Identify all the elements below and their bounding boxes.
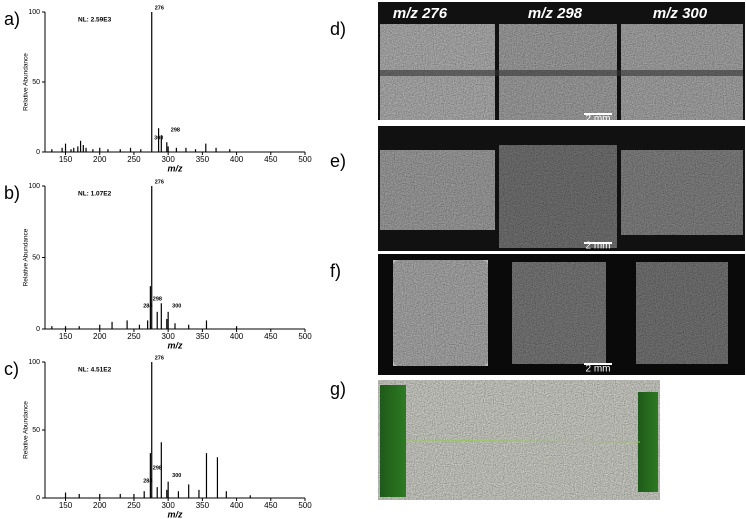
scale-label: 2 mm [586,364,611,375]
y-tick-label: 50 [32,79,40,86]
panel-e: 2 mm e) [330,126,745,252]
panel-label: b) [4,183,20,203]
y-tick-label: 50 [32,254,40,261]
spectrum-chart: 0 50 100 150 200 250 300 350 400 450 500 276 284 300 2… [4,179,312,350]
panel-label: c) [4,359,19,379]
x-tick-label: 400 [230,155,244,164]
panel-label: g) [330,379,346,399]
x-tick-label: 150 [59,155,73,164]
x-tick-label: 350 [196,155,210,164]
y-axis-label: Relative Abundance [23,53,30,111]
scale-label: 2 mm [586,241,611,252]
x-axis-label: m/z [167,509,183,519]
x-tick-label: 300 [161,332,175,341]
peak-label: 300 [172,473,181,479]
spectrum-chart: 0 50 100 150 200 250 300 350 400 450 500 276 300 298 a… [4,5,312,173]
x-tick-label: 200 [93,332,107,341]
x-tick-label: 200 [93,501,107,510]
x-tick-label: 300 [161,501,175,510]
stripe [380,70,743,76]
peak-label: 276 [155,179,164,185]
peak-label: 298 [153,465,162,471]
panel-label: d) [330,19,346,39]
x-axis-label: m/z [167,163,183,173]
y-tick-label: 0 [36,495,40,502]
peak-label: 298 [171,127,180,133]
y-tick-label: 100 [28,9,40,16]
image-tile [499,145,617,248]
y-tick-label: 0 [36,326,40,333]
panel-d: m/z 276 m/z 298 m/z 300 2 mm d) [330,2,745,125]
x-tick-label: 250 [127,332,141,341]
nl-note: NL: 1.07E2 [78,191,112,198]
spectrum-chart: 0 50 100 150 200 250 300 350 400 450 500 276 284 300 2… [4,355,312,519]
y-tick-label: 100 [28,359,40,366]
x-tick-label: 200 [93,155,107,164]
peak-label: 284 [143,303,153,309]
image-header: m/z 300 [653,5,708,22]
panel-f: 2 mm f) [330,254,745,375]
x-tick-label: 450 [264,155,278,164]
panel-label: f) [330,261,341,281]
x-tick-label: 500 [298,155,312,164]
x-tick-label: 250 [127,501,141,510]
nl-note: NL: 4.51E2 [78,367,112,374]
image-header: m/z 276 [393,5,448,22]
x-tick-label: 450 [264,332,278,341]
image-header: m/z 298 [528,5,583,22]
peak-label: 298 [153,296,162,302]
image-tile [512,262,606,364]
image-tile [393,260,488,366]
peak-label: 276 [155,5,164,11]
y-tick-label: 50 [32,427,40,434]
peak-label: 300 [154,135,163,141]
x-axis-label: m/z [167,340,183,350]
panel-label: e) [330,151,346,171]
x-tick-label: 400 [230,501,244,510]
y-tick-label: 100 [28,183,40,190]
x-tick-label: 150 [59,332,73,341]
x-tick-label: 450 [264,501,278,510]
fibre [405,439,641,443]
image-tile [621,150,743,235]
x-tick-label: 350 [196,501,210,510]
panel-g: g) [330,379,660,500]
peak-label: 300 [172,303,181,309]
y-tick-label: 0 [36,149,40,156]
peak-label: 284 [143,479,153,485]
x-tick-label: 300 [161,155,175,164]
x-tick-label: 400 [230,332,244,341]
x-tick-label: 500 [298,332,312,341]
x-tick-label: 150 [59,501,73,510]
image-tile [636,262,728,364]
scale-label: 2 mm [586,114,611,125]
peak-label: 276 [155,355,164,361]
nl-note: NL: 2.59E3 [78,17,112,24]
fibre-bundle [638,392,658,492]
image-tile [380,150,495,230]
x-tick-label: 350 [196,332,210,341]
y-axis-label: Relative Abundance [23,228,30,286]
panel-label: a) [4,9,20,29]
x-tick-label: 500 [298,501,312,510]
x-tick-label: 250 [127,155,141,164]
fibre-bundle [380,385,406,497]
y-axis-label: Relative Abundance [23,401,30,459]
